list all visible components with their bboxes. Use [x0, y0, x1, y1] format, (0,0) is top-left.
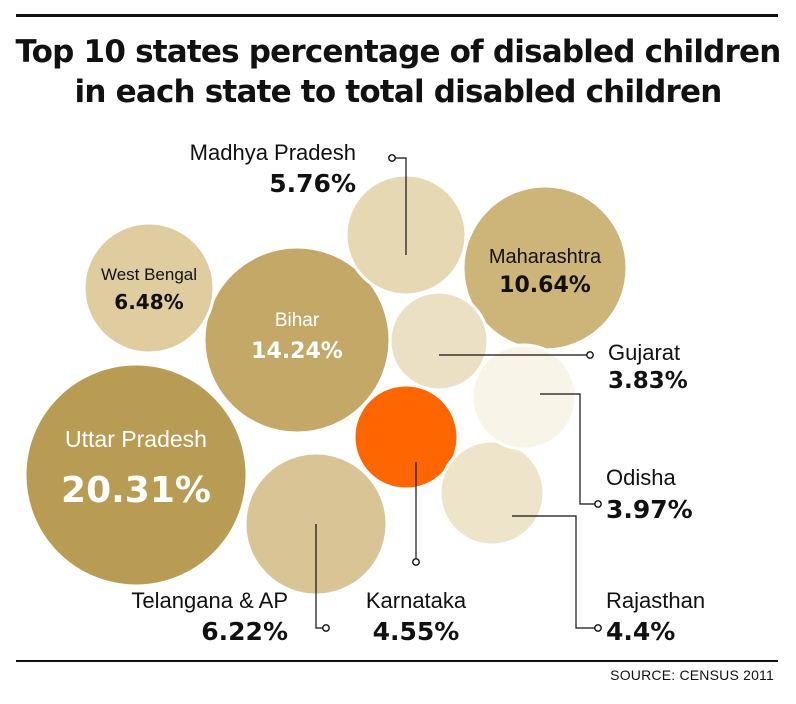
label-name-maharashtra: Maharashtra	[489, 246, 602, 268]
label-value-west-bengal: 6.48%	[114, 290, 183, 314]
leader-dot-rajasthan	[594, 624, 602, 632]
top-rule	[16, 14, 778, 17]
label-name-odisha: Odisha	[606, 465, 676, 490]
label-name-gujarat: Gujarat	[608, 340, 680, 365]
leader-dot-gujarat	[586, 351, 594, 359]
source-note: SOURCE: CENSUS 2011	[610, 667, 774, 683]
leader-line-madhya-pradesh	[392, 157, 407, 255]
chart-title: Top 10 states percentage of disabled chi…	[0, 32, 796, 112]
label-value-bihar: 14.24%	[251, 339, 343, 364]
label-value-telangana-and-ap: 6.22%	[201, 617, 288, 646]
label-name-karnataka: Karnataka	[366, 588, 467, 613]
leader-dot-odisha	[594, 500, 602, 508]
label-name-bihar: Bihar	[275, 310, 320, 331]
label-name-west-bengal: West Bengal	[101, 265, 197, 284]
leader-line-odisha	[540, 393, 598, 505]
bubble-karnataka	[352, 383, 460, 491]
leader-line-rajasthan	[512, 515, 598, 629]
leader-dot-karnataka	[412, 558, 420, 566]
label-value-karnataka: 4.55%	[373, 617, 460, 646]
bubble-maharashtra	[461, 184, 629, 352]
label-name-telangana-and-ap: Telangana & AP	[131, 588, 288, 613]
bubble-uttar-pradesh	[23, 362, 249, 588]
label-value-gujarat: 3.83%	[608, 368, 688, 394]
title-line-2: in each state to total disabled children	[74, 74, 723, 110]
label-name-uttar-pradesh: Uttar Pradesh	[65, 426, 207, 452]
label-value-maharashtra: 10.64%	[499, 273, 591, 298]
leader-lines	[315, 154, 602, 632]
labels: Uttar Pradesh 20.31% Bihar 14.24% Maharashtr…	[61, 140, 705, 646]
bubbles	[23, 173, 629, 597]
label-value-rajasthan: 4.4%	[606, 617, 675, 646]
leader-dot-telangana-and-ap	[322, 624, 330, 632]
bubble-gujarat	[388, 290, 490, 392]
leader-dot-madhya-pradesh	[388, 154, 396, 162]
label-value-odisha: 3.97%	[606, 495, 693, 524]
bubble-rajasthan	[438, 439, 546, 547]
label-name-madhya-pradesh: Madhya Pradesh	[190, 140, 356, 165]
label-value-madhya-pradesh: 5.76%	[269, 169, 356, 198]
label-value-uttar-pradesh: 20.31%	[61, 470, 211, 511]
title-line-1: Top 10 states percentage of disabled chi…	[15, 34, 781, 70]
bubble-west-bengal	[82, 221, 216, 355]
bubble-odisha	[470, 343, 578, 451]
label-name-rajasthan: Rajasthan	[606, 588, 705, 613]
bottom-rule	[16, 660, 778, 662]
